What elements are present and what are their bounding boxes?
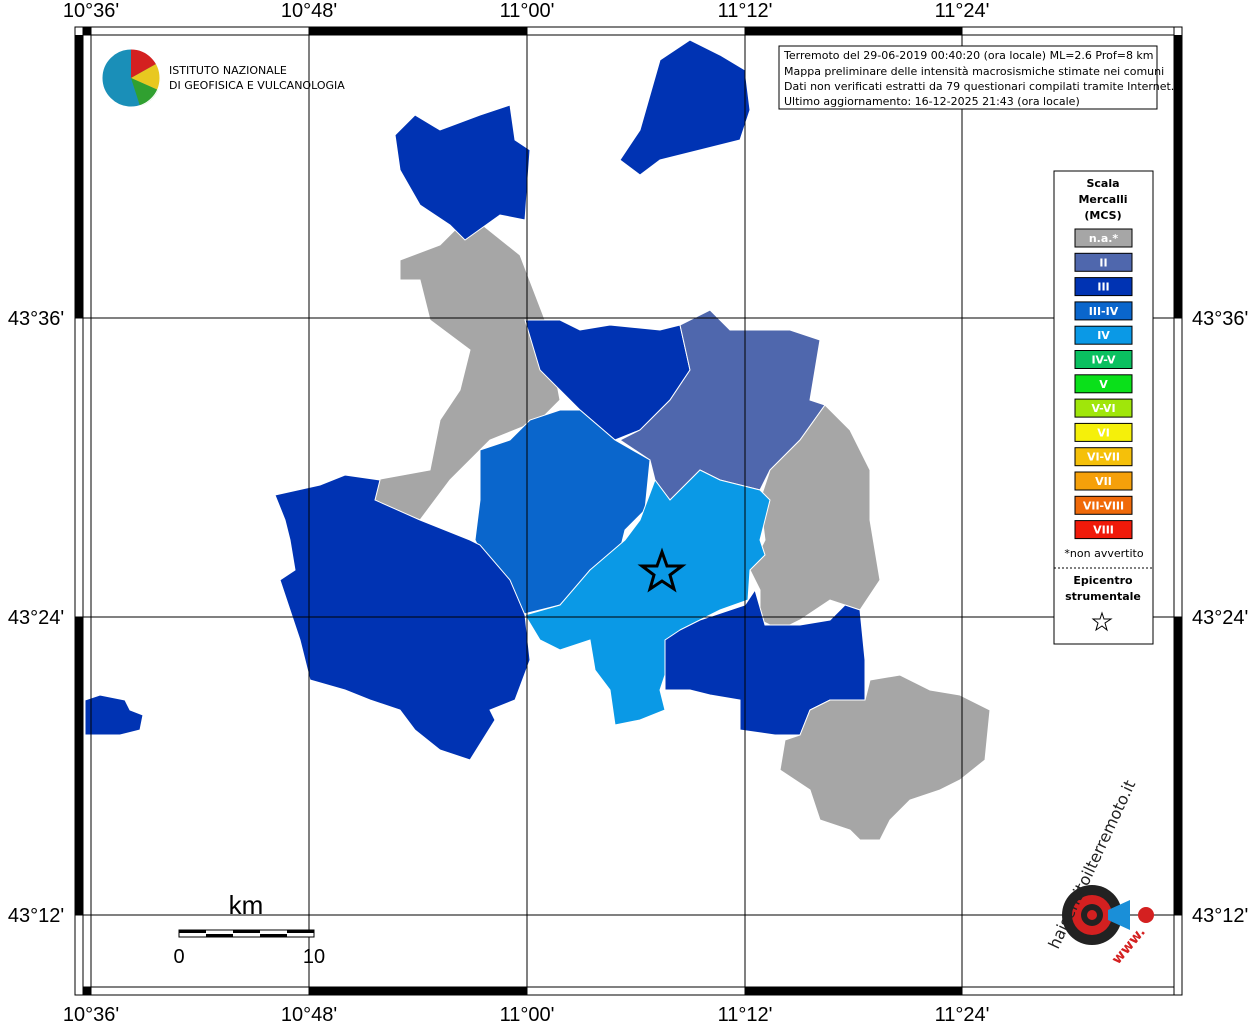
lat-label: 43°12' xyxy=(1192,905,1248,927)
graticule xyxy=(75,27,1182,995)
lon-label: 11°00' xyxy=(500,1004,555,1024)
legend-label: V xyxy=(1099,378,1108,391)
lat-label: 43°36' xyxy=(1192,308,1248,330)
info-line: Mappa preliminare delle intensità macros… xyxy=(784,65,1164,78)
lon-label: 11°00' xyxy=(500,0,555,22)
legend-label: VIII xyxy=(1093,524,1114,537)
legend-swatch xyxy=(1074,422,1133,442)
legend-swatch xyxy=(1074,325,1133,345)
legend-swatch xyxy=(1074,252,1133,272)
lat-label: 43°24' xyxy=(1192,607,1248,629)
scale-label: 0 xyxy=(173,946,184,968)
legend-swatch xyxy=(1074,471,1133,491)
legend-label: III xyxy=(1097,281,1109,294)
lat-label: 43°24' xyxy=(8,607,64,629)
scale-unit: km xyxy=(229,890,264,920)
legend-label: III-IV xyxy=(1089,305,1119,318)
legend-swatch xyxy=(1074,374,1133,394)
legend-label: VII xyxy=(1095,475,1112,488)
ingv-logo: ISTITUTO NAZIONALE DI GEOFISICA E VULCAN… xyxy=(101,48,345,108)
lat-labels: 43°36' 43°24' 43°12' 43°36' 43°24' 43°12… xyxy=(8,308,1248,927)
lon-label: 11°24' xyxy=(935,1004,990,1024)
lat-label: 43°36' xyxy=(8,308,64,330)
legend-label: IV xyxy=(1097,329,1110,342)
legend-label: IV-V xyxy=(1091,354,1116,367)
logo-text: ISTITUTO NAZIONALE xyxy=(169,64,287,77)
legend-title: Mercalli xyxy=(1078,193,1127,206)
scale-bar: km 0 10 xyxy=(173,890,325,968)
legend-swatch xyxy=(1074,350,1133,369)
lon-label: 11°12' xyxy=(718,1004,773,1024)
legend-label: VI-VII xyxy=(1087,451,1120,464)
legend-label: VII-VIII xyxy=(1083,499,1124,512)
info-box: Terremoto del 29-06-2019 00:40:20 (ora l… xyxy=(778,45,1174,110)
legend-epicenter: Epicentro xyxy=(1073,574,1133,587)
legend-swatch xyxy=(1074,277,1133,297)
frame-bands xyxy=(74,26,1183,996)
legend: Scala Mercalli (MCS) *non avvertito Epic… xyxy=(1053,170,1154,645)
legend-swatch xyxy=(1074,301,1133,321)
epicenter-star xyxy=(637,547,687,593)
lon-label: 11°12' xyxy=(718,0,773,22)
lon-labels: 10°36' 10°48' 11°00' 11°12' 11°24' 10°36… xyxy=(63,0,990,1024)
lat-label: 43°12' xyxy=(8,905,64,927)
lon-label: 10°36' xyxy=(63,0,119,22)
legend-swatch xyxy=(1074,228,1133,248)
legend-label: II xyxy=(1099,256,1107,269)
legend-title: Scala xyxy=(1086,177,1119,190)
logo-text: DI GEOFISICA E VULCANOLOGIA xyxy=(169,79,345,92)
lon-label: 10°48' xyxy=(281,1004,337,1024)
legend-swatch xyxy=(1074,447,1133,467)
info-line: Ultimo aggiornamento: 16-12-2025 21:43 (… xyxy=(784,95,1080,108)
legend-epicenter: strumentale xyxy=(1065,590,1141,603)
legend-label: VI xyxy=(1097,426,1110,439)
legend-swatch xyxy=(1074,520,1133,540)
legend-swatch xyxy=(1074,398,1133,418)
lon-label: 11°24' xyxy=(935,0,990,22)
info-line: Terremoto del 29-06-2019 00:40:20 (ora l… xyxy=(783,49,1154,62)
scale-label: 10 xyxy=(303,946,325,968)
legend-label: V-VI xyxy=(1091,402,1115,415)
legend-title: (MCS) xyxy=(1084,209,1121,222)
lon-label: 10°36' xyxy=(63,1004,119,1024)
info-line: Dati non verificati estratti da 79 quest… xyxy=(784,80,1174,93)
legend-swatch xyxy=(1074,495,1133,515)
legend-note: *non avvertito xyxy=(1064,547,1143,560)
lon-label: 10°48' xyxy=(281,0,337,22)
legend-label: n.a.* xyxy=(1089,232,1119,245)
